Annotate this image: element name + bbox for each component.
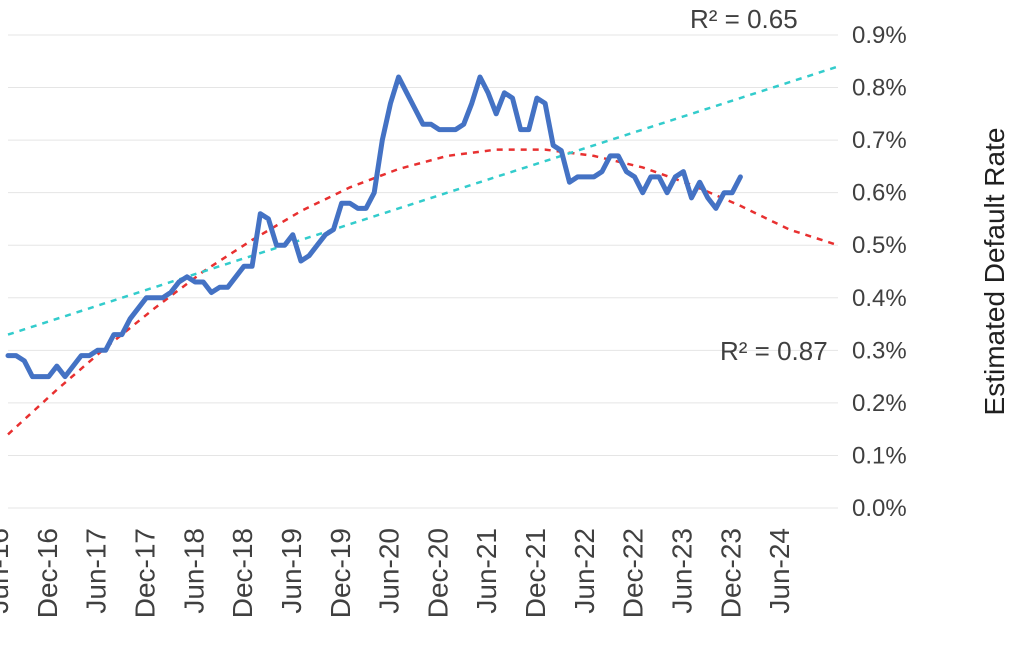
y-tick-label: 0.3% bbox=[852, 337, 907, 364]
x-tick-label: Dec-16 bbox=[32, 528, 63, 618]
y-tick-label: 0.6% bbox=[852, 180, 907, 207]
chart-svg: 0.0% 0.1% 0.2% 0.3% 0.4% 0.5% 0.6% 0.7% 0.8% 0.9%… bbox=[0, 0, 1024, 670]
x-tick-label: Jun-21 bbox=[471, 528, 502, 614]
default-rate-chart: 0.0% 0.1% 0.2% 0.3% 0.4% 0.5% 0.6% 0.7% 0.8% 0.9%… bbox=[0, 0, 1024, 670]
x-tick-label: Jun-24 bbox=[764, 528, 795, 614]
linear-trend-r2: R² = 0.65 bbox=[690, 4, 798, 34]
x-tick-label: Dec-18 bbox=[227, 528, 258, 618]
x-tick-label: Jun-23 bbox=[667, 528, 698, 614]
x-tick-label: Dec-22 bbox=[618, 528, 649, 618]
x-tick-label: Dec-21 bbox=[520, 528, 551, 618]
x-tick-label: Jun-19 bbox=[276, 528, 307, 614]
y-tick-label: 0.2% bbox=[852, 390, 907, 417]
x-tick-label: Dec-19 bbox=[325, 528, 356, 618]
x-tick-label: Dec-17 bbox=[129, 528, 160, 618]
y-tick-label: 0.1% bbox=[852, 442, 907, 469]
x-tick-label: Dec-20 bbox=[422, 528, 453, 618]
y-axis-title: Estimated Default Rate bbox=[979, 128, 1010, 416]
y-tick-label: 0.9% bbox=[852, 22, 907, 49]
y-tick-label: 0.4% bbox=[852, 285, 907, 312]
x-tick-label: Jun-18 bbox=[178, 528, 209, 614]
y-tick-label: 0.5% bbox=[852, 232, 907, 259]
x-tick-label: Jun-17 bbox=[81, 528, 112, 614]
y-tick-label: 0.7% bbox=[852, 127, 907, 154]
x-tick-label: Jun-22 bbox=[569, 528, 600, 614]
x-tick-label: Jun-16 bbox=[0, 528, 14, 614]
poly-trend-r2: R² = 0.87 bbox=[720, 336, 828, 366]
x-tick-label: Jun-20 bbox=[374, 528, 405, 614]
x-tick-label: Dec-23 bbox=[715, 528, 746, 618]
y-tick-label: 0.8% bbox=[852, 75, 907, 102]
y-tick-label: 0.0% bbox=[852, 495, 907, 522]
